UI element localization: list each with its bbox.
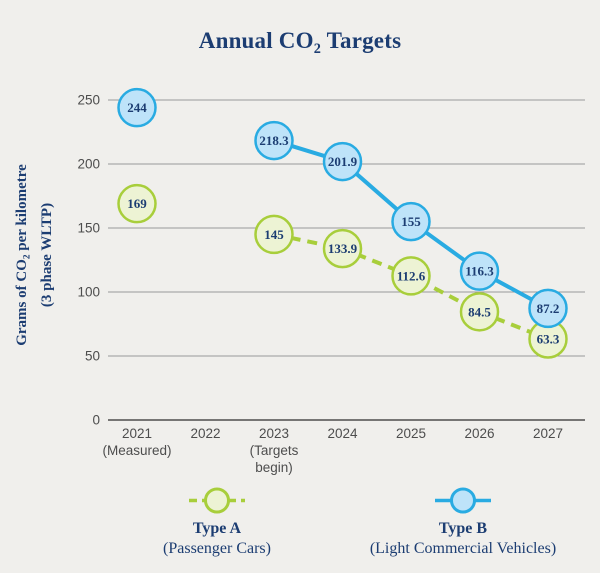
- type-a-legend-marker-icon: [189, 487, 245, 514]
- data-point: [254, 120, 294, 161]
- data-point: [117, 183, 157, 224]
- x-tick-sublabel: (Targets: [250, 443, 299, 458]
- legend-type-b-subtitle: (Light Commercial Vehicles): [369, 540, 557, 557]
- data-point-label: 112.6: [397, 268, 426, 283]
- data-point-label: 116.3: [465, 264, 494, 279]
- x-tick-label: 2026: [464, 426, 494, 441]
- series-type-b: 244 218.3 201.9 155 116.3 87.2: [117, 87, 568, 329]
- data-point: [459, 251, 500, 291]
- data-point-label: 201.9: [328, 154, 358, 169]
- data-point-label: 84.5: [468, 304, 491, 319]
- x-tick-label: 2025: [396, 426, 426, 441]
- data-point-label: 218.3: [259, 133, 289, 148]
- x-tick-label: 2021: [122, 426, 152, 441]
- chart-title: Annual CO2 Targets: [0, 28, 600, 58]
- series-type-a: 169 145 133.9 112.6 84.5 63.3: [117, 183, 568, 359]
- legend-type-a-subtitle: (Passenger Cars): [163, 540, 271, 557]
- data-point-label: 155: [401, 214, 421, 229]
- legend-type-a: Type A (Passenger Cars): [107, 487, 327, 559]
- data-point: [391, 256, 431, 296]
- x-tick-label: 2024: [327, 426, 358, 441]
- data-point: [322, 228, 363, 269]
- plot-area: 0 50 100 150 200 250 2021 (Measured) 2022 2023 (Ta…: [77, 87, 585, 475]
- chart-title-text-suffix: Targets: [321, 28, 402, 53]
- legend-type-b: Type B (Light Commercial Vehicles): [340, 487, 586, 559]
- y-tick-label: 150: [77, 221, 100, 236]
- y-tick-label: 250: [77, 93, 100, 108]
- y-tick-label: 0: [92, 413, 100, 428]
- y-tick-label: 200: [77, 157, 100, 172]
- data-point: [528, 288, 568, 329]
- data-point: [322, 141, 363, 182]
- y-tick-label: 50: [85, 349, 100, 364]
- data-point: [459, 292, 500, 332]
- x-tick-sublabel: begin): [255, 460, 293, 475]
- legend-type-a-name: Type A: [192, 520, 242, 537]
- data-point: [117, 87, 157, 128]
- y-tick-label: 100: [77, 285, 100, 300]
- data-point-label: 133.9: [328, 241, 358, 256]
- legend-circle: [450, 487, 476, 514]
- x-tick-label: 2027: [533, 426, 563, 441]
- x-tick-label: 2023: [259, 426, 289, 441]
- data-point-label: 87.2: [537, 301, 560, 316]
- chart-title-subscript: 2: [313, 40, 322, 57]
- data-point: [391, 201, 431, 242]
- data-point: [254, 214, 294, 255]
- legend-type-b-name: Type B: [438, 520, 488, 537]
- chart-title-text: Annual CO: [198, 28, 314, 53]
- data-point-label: 169: [127, 196, 147, 211]
- type-b-legend-marker-icon: [435, 487, 491, 514]
- data-point-label: 63.3: [537, 331, 560, 346]
- data-point-label: 145: [264, 227, 284, 242]
- data-point-label: 244: [127, 100, 147, 115]
- x-tick-sublabel: (Measured): [102, 443, 171, 458]
- x-tick-label: 2022: [190, 426, 220, 441]
- legend-circle: [204, 487, 230, 514]
